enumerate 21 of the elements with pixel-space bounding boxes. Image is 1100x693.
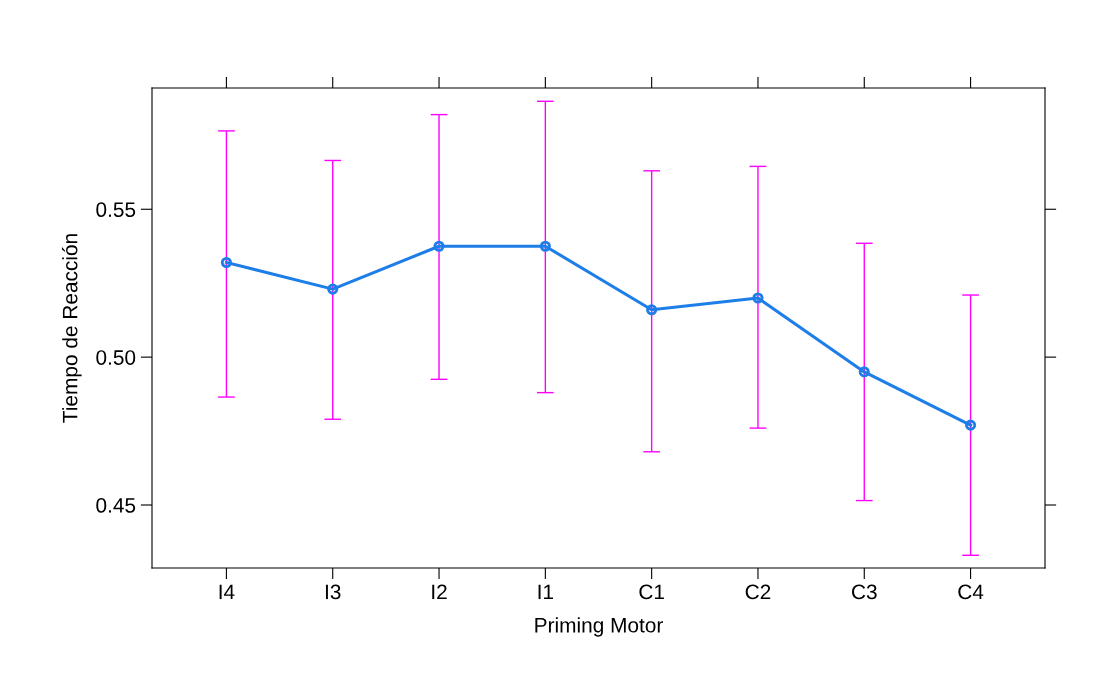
point	[327, 283, 339, 295]
x-tick-label: C2	[745, 584, 771, 600]
point	[433, 240, 445, 252]
x-tick-label: I2	[432, 584, 447, 600]
point	[539, 240, 551, 252]
x-tick-label: I1	[538, 584, 554, 600]
x-axis-title: Priming Motor	[535, 617, 663, 637]
x-tick-label: C4	[958, 584, 984, 600]
x-tick-label: I4	[219, 584, 235, 600]
point	[752, 292, 764, 304]
y-axis-title: Tiempo de Reacción	[61, 234, 82, 423]
point	[965, 419, 977, 431]
x-tick-label: C1	[639, 584, 664, 600]
y-tick-label: 0.55	[96, 202, 136, 218]
point	[646, 304, 658, 316]
y-tick-label: 0.45	[96, 498, 136, 513]
y-tick-label: 0.50	[96, 350, 136, 365]
x-tick-label: C3	[852, 584, 877, 600]
x-tick-label: I3	[325, 584, 341, 600]
point	[858, 366, 870, 378]
point	[220, 256, 232, 269]
